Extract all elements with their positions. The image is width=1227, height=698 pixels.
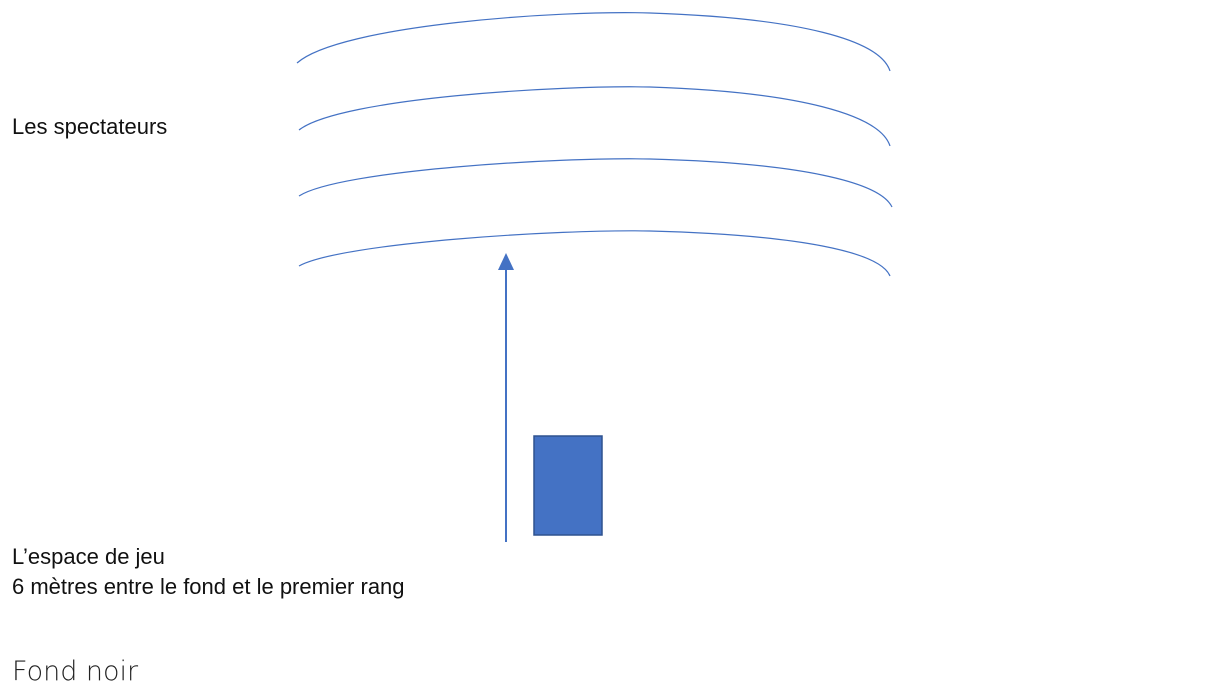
distance-arrow — [498, 253, 514, 542]
spectators-label: Les spectateurs — [12, 114, 168, 139]
audience-row-2 — [298, 158, 893, 208]
audience-rows — [296, 12, 893, 277]
up-arrow-icon — [498, 253, 514, 270]
distance-note: 6 mètres entre le fond et le premier ran… — [12, 573, 405, 599]
audience-row-4 — [296, 12, 891, 72]
play-space-text: L’espace de jeu 6 mètres entre le fond e… — [12, 542, 405, 601]
performer-block — [533, 435, 603, 536]
backdrop-label: Fond noir — [12, 656, 139, 687]
audience-row-1 — [298, 230, 891, 277]
play-space-label: L’espace de jeu — [12, 544, 165, 569]
audience-row-3 — [298, 86, 891, 147]
